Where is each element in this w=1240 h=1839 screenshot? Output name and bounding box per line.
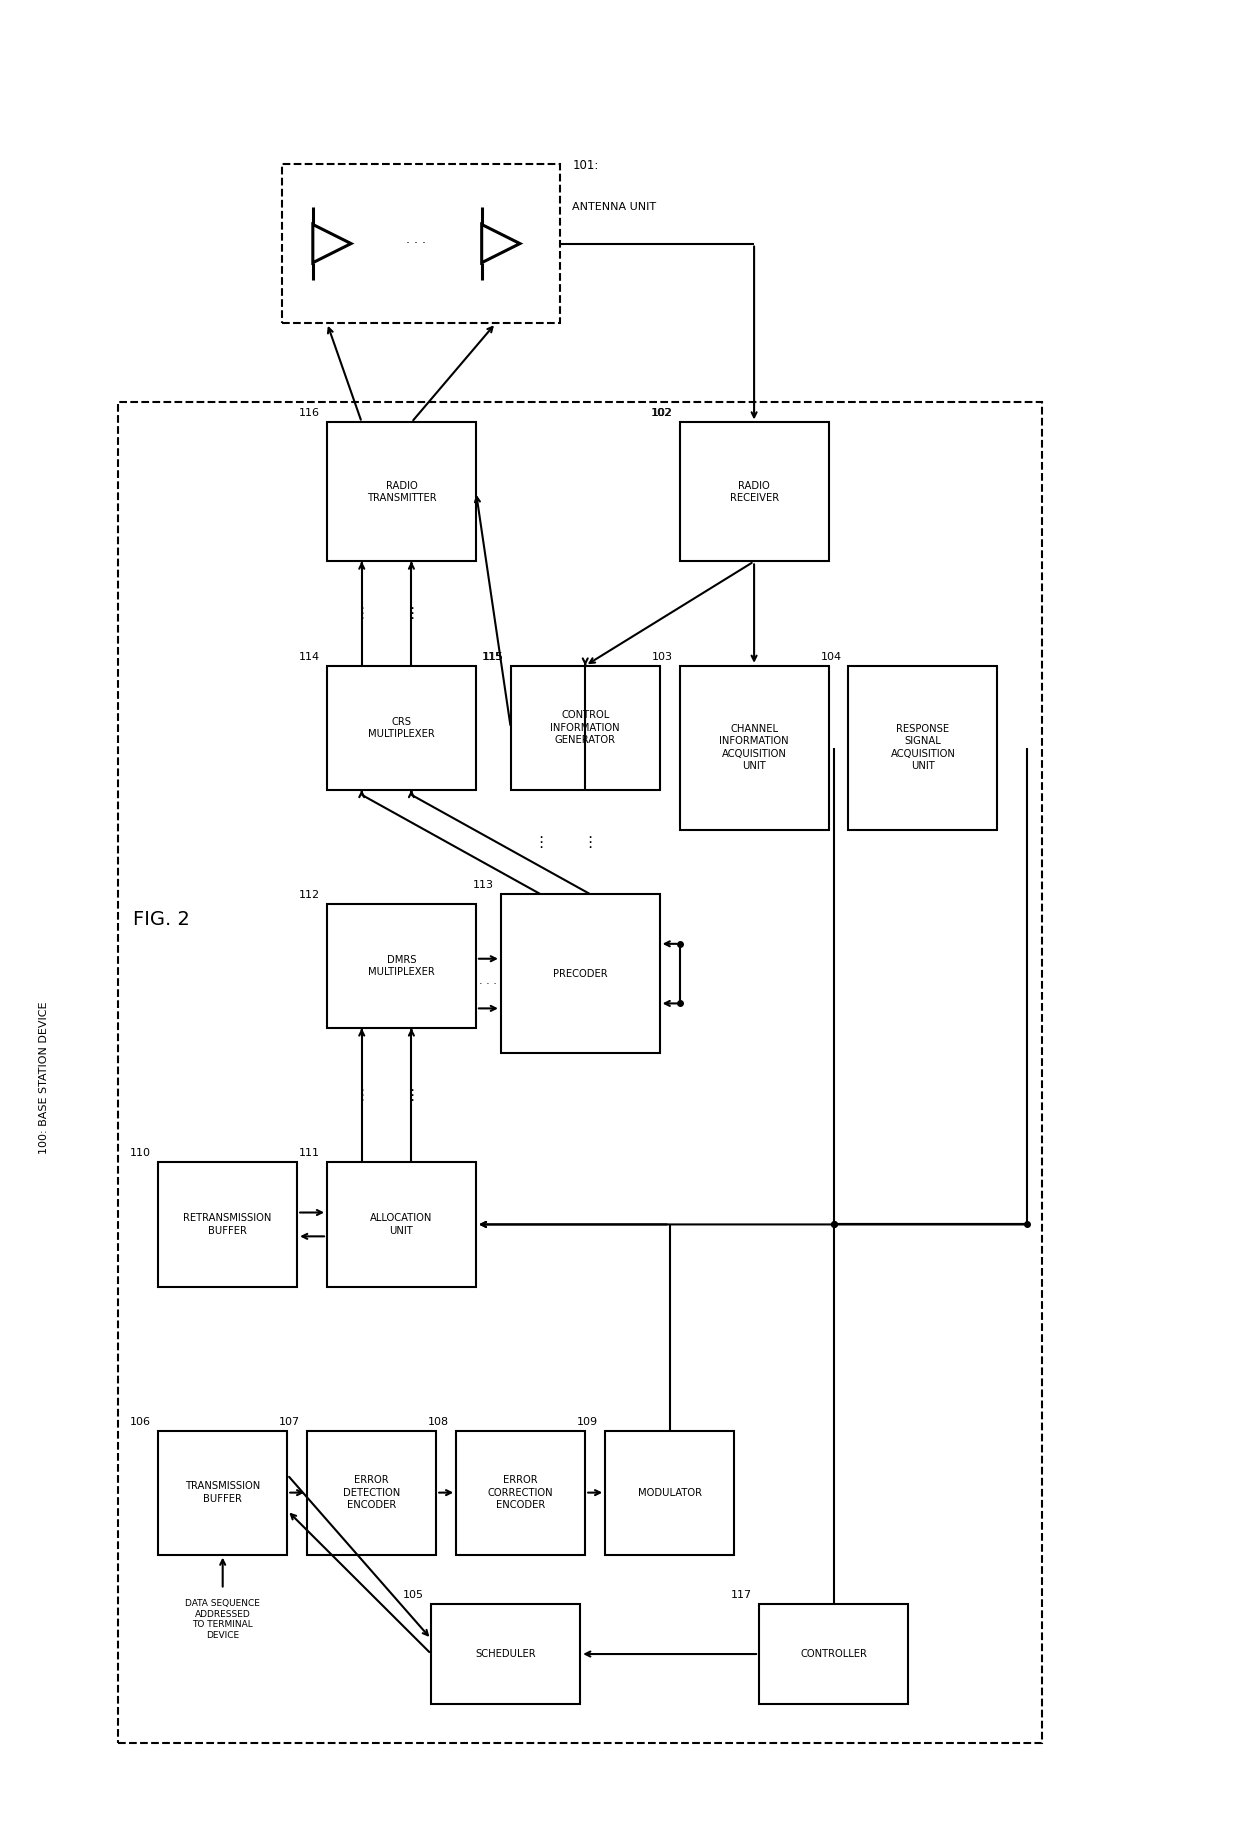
Text: ERROR
DETECTION
ENCODER: ERROR DETECTION ENCODER (343, 1475, 401, 1510)
Bar (456, 1431, 585, 1554)
Text: ⋮: ⋮ (355, 1089, 370, 1103)
Text: 103: 103 (652, 651, 672, 662)
Bar (759, 1604, 908, 1703)
Bar (118, 403, 1042, 1743)
Text: 106: 106 (130, 1416, 151, 1427)
Text: 105: 105 (403, 1591, 424, 1600)
Text: PRECODER: PRECODER (553, 969, 608, 978)
Text: 116: 116 (299, 408, 320, 419)
Text: 100: BASE STATION DEVICE: 100: BASE STATION DEVICE (38, 1002, 48, 1155)
Bar (327, 905, 476, 1028)
Text: CHANNEL
INFORMATION
ACQUISITION
UNIT: CHANNEL INFORMATION ACQUISITION UNIT (719, 725, 789, 771)
Text: 101:: 101: (573, 158, 599, 173)
Text: · · ·: · · · (480, 978, 497, 989)
Bar (283, 164, 560, 324)
Bar (327, 423, 476, 561)
Text: ⋮: ⋮ (404, 607, 419, 622)
Text: RADIO
TRANSMITTER: RADIO TRANSMITTER (367, 480, 436, 504)
Text: ⋮: ⋮ (533, 835, 548, 850)
Bar (605, 1431, 734, 1554)
Text: 109: 109 (577, 1416, 598, 1427)
Text: 111: 111 (299, 1148, 320, 1159)
Text: FIG. 2: FIG. 2 (133, 910, 190, 929)
Bar (159, 1162, 298, 1287)
Text: 114: 114 (299, 651, 320, 662)
Text: RESPONSE
SIGNAL
ACQUISITION
UNIT: RESPONSE SIGNAL ACQUISITION UNIT (890, 725, 955, 771)
Bar (432, 1604, 580, 1703)
Text: DATA SEQUENCE
ADDRESSED
TO TERMINAL
DEVICE: DATA SEQUENCE ADDRESSED TO TERMINAL DEVI… (185, 1600, 260, 1640)
Bar (308, 1431, 436, 1554)
Text: ERROR
CORRECTION
ENCODER: ERROR CORRECTION ENCODER (487, 1475, 553, 1510)
Bar (327, 666, 476, 791)
Text: MODULATOR: MODULATOR (637, 1488, 702, 1497)
Bar (501, 894, 660, 1054)
Text: 102: 102 (651, 408, 672, 419)
Text: 113: 113 (472, 881, 494, 890)
Bar (327, 1162, 476, 1287)
Text: ANTENNA UNIT: ANTENNA UNIT (573, 202, 656, 211)
Bar (680, 666, 828, 829)
Text: ALLOCATION
UNIT: ALLOCATION UNIT (371, 1214, 433, 1236)
Bar (511, 666, 660, 791)
Text: 117: 117 (732, 1591, 753, 1600)
Text: SCHEDULER: SCHEDULER (475, 1650, 536, 1659)
Text: 108: 108 (428, 1416, 449, 1427)
Text: 102: 102 (651, 408, 672, 419)
Text: 104: 104 (821, 651, 842, 662)
Bar (680, 423, 828, 561)
Text: CRS
MULTIPLEXER: CRS MULTIPLEXER (368, 717, 435, 739)
Text: 115: 115 (482, 651, 502, 662)
Text: CONTROL
INFORMATION
GENERATOR: CONTROL INFORMATION GENERATOR (551, 710, 620, 745)
Text: ⋮: ⋮ (404, 1089, 419, 1103)
Text: ⋮: ⋮ (583, 835, 598, 850)
Text: 110: 110 (130, 1148, 151, 1159)
Text: RETRANSMISSION
BUFFER: RETRANSMISSION BUFFER (184, 1214, 272, 1236)
Text: 112: 112 (299, 890, 320, 899)
Text: 107: 107 (279, 1416, 300, 1427)
Bar (159, 1431, 288, 1554)
Text: DMRS
MULTIPLEXER: DMRS MULTIPLEXER (368, 954, 435, 977)
Text: ⋮: ⋮ (355, 607, 370, 622)
Text: RADIO
RECEIVER: RADIO RECEIVER (729, 480, 779, 504)
Text: CONTROLLER: CONTROLLER (800, 1650, 867, 1659)
Text: 115: 115 (482, 651, 503, 662)
Text: TRANSMISSION
BUFFER: TRANSMISSION BUFFER (185, 1482, 260, 1504)
Text: · · ·: · · · (407, 237, 427, 250)
Bar (848, 666, 997, 829)
